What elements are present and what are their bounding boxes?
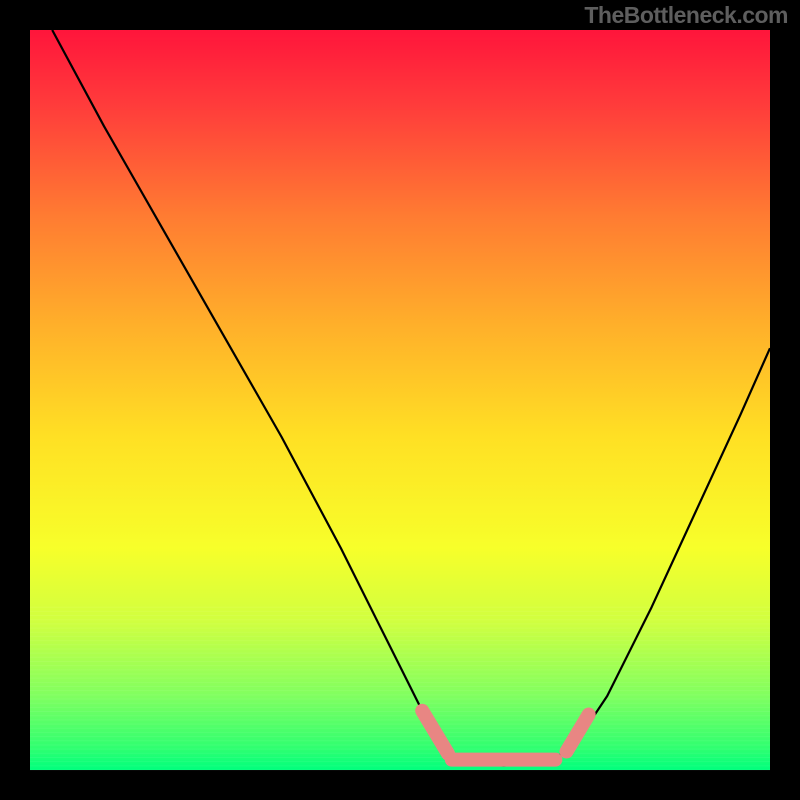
chart-svg	[0, 0, 800, 800]
chart-background	[30, 30, 770, 770]
bottleneck-chart	[0, 0, 800, 800]
